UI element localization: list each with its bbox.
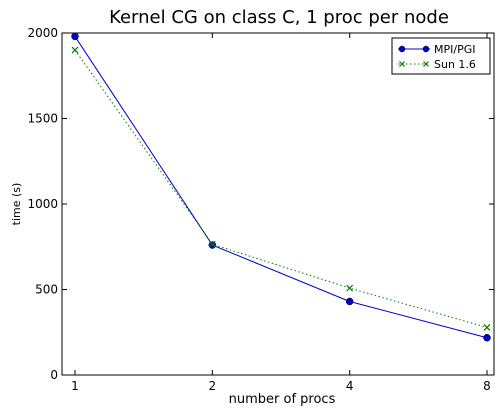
x-tick-label: 4 xyxy=(346,379,354,393)
data-point xyxy=(71,46,79,54)
x-tick-label: 2 xyxy=(209,379,217,393)
x-axis-label: number of procs xyxy=(229,392,336,407)
data-point xyxy=(483,324,491,331)
chart-title: Kernel CG on class C, 1 proc per node xyxy=(109,7,449,28)
legend-label: Sun 1.6 xyxy=(434,58,476,71)
data-point xyxy=(345,297,354,306)
series-line-0 xyxy=(74,36,488,339)
legend: MPI/PGI Sun 1.6 xyxy=(391,37,491,75)
legend-box xyxy=(391,37,491,75)
legend-entry-1: Sun 1.6 xyxy=(398,58,476,71)
data-point xyxy=(346,284,354,292)
y-tick-label: 0 xyxy=(50,368,58,382)
y-tick-label: 1500 xyxy=(27,112,58,126)
x-tick-label: 1 xyxy=(71,379,79,393)
series-line-1 xyxy=(74,49,488,328)
data-point xyxy=(483,333,491,342)
x-tick-label: 8 xyxy=(483,379,491,393)
y-tick-label: 1000 xyxy=(27,197,58,211)
data-point xyxy=(71,32,79,41)
y-axis-label: time (s) xyxy=(10,183,23,226)
y-tick-label: 2000 xyxy=(27,26,58,40)
legend-entry-0: MPI/PGI xyxy=(398,43,475,56)
legend-label: MPI/PGI xyxy=(434,43,475,56)
data-point xyxy=(208,240,216,248)
plot-area xyxy=(61,32,495,376)
y-tick-label: 500 xyxy=(35,283,58,297)
